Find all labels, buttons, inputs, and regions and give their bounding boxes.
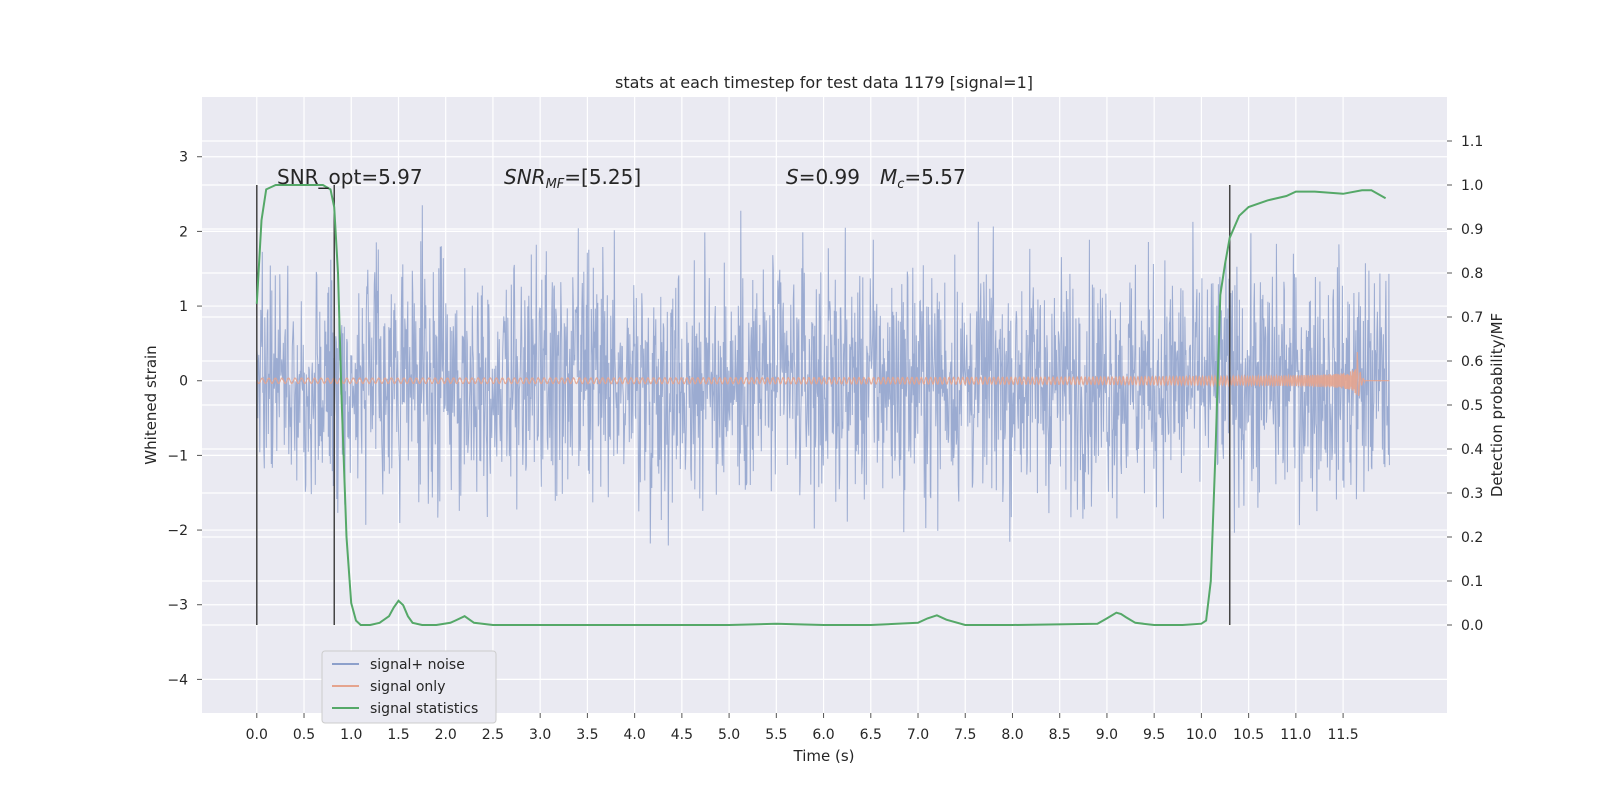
y-right-tick-label: 0.0	[1461, 618, 1483, 634]
y-right-tick-label: 0.8	[1461, 266, 1483, 282]
x-tick-label: 2.0	[435, 727, 457, 743]
signal-only-line	[256, 351, 1390, 396]
y-right-tick-label: 1.1	[1461, 134, 1483, 150]
y-tick-label: 2	[179, 224, 188, 240]
x-tick-label: 8.0	[1001, 727, 1023, 743]
x-tick-label: 5.5	[765, 727, 787, 743]
y-tick-label: −2	[167, 523, 188, 539]
x-axis-label: Time (s)	[793, 747, 855, 765]
x-tick-label: 4.5	[671, 727, 693, 743]
annotation-snr-mf-value: =[5.25]	[564, 165, 641, 189]
vertical-lines	[256, 185, 1231, 625]
annotation-mc: Mc=5.57	[880, 165, 966, 192]
x-tick-label: 8.5	[1049, 727, 1071, 743]
legend-label-signal-plus-noise: signal+ noise	[370, 657, 465, 673]
y-tick-label: 1	[179, 299, 188, 315]
x-tick-label: 9.0	[1096, 727, 1118, 743]
legend-label-signal-only: signal only	[370, 679, 445, 695]
x-tick-label: 1.5	[387, 727, 409, 743]
x-tick-label: 5.0	[718, 727, 740, 743]
annotation-s-value: =0.99	[799, 165, 860, 189]
x-tick-label: 3.5	[576, 727, 598, 743]
x-tick-label: 11.0	[1280, 727, 1311, 743]
x-tick-label: 4.0	[623, 727, 645, 743]
y-right-tick-label: 0.6	[1461, 354, 1483, 370]
series-signal-statistics	[255, 184, 1387, 626]
x-tick-labels: 0.0 0.5 1.0 1.5 2.0 2.5 3.0 3.5 4.0 4.5 5.0 5.5 6.0 6…	[246, 713, 1359, 743]
signal-statistics-line	[255, 184, 1387, 626]
y-right-tick-label: 0.3	[1461, 486, 1483, 502]
legend: signal+ noise signal only signal statist…	[321, 650, 497, 724]
annotation-s-symbol: S	[786, 165, 799, 189]
x-tick-label: 2.5	[482, 727, 504, 743]
y-right-axis-label: Detection probability/MF	[1488, 313, 1506, 497]
x-tick-label: 3.0	[529, 727, 551, 743]
annotation-mc-value: =5.57	[904, 165, 965, 189]
x-tick-label: 6.5	[860, 727, 882, 743]
legend-box	[321, 650, 497, 724]
annotation-snr-mf-subscript: MF	[546, 177, 565, 192]
x-tick-label: 11.5	[1328, 727, 1359, 743]
x-tick-label: 7.5	[954, 727, 976, 743]
annotation-snr-opt: SNR_opt=5.97	[277, 165, 423, 189]
y-right-tick-label: 0.7	[1461, 310, 1483, 326]
chart-title: stats at each timestep for test data 117…	[615, 73, 1033, 92]
y-tick-label: 0	[179, 374, 188, 390]
x-tick-label: 7.0	[907, 727, 929, 743]
y-right-tick-label: 0.5	[1461, 398, 1483, 414]
x-tick-label: 0.5	[293, 727, 315, 743]
y-right-tick-label: 0.9	[1461, 222, 1483, 238]
x-tick-label: 9.5	[1143, 727, 1165, 743]
y-tick-labels: 3 2 1 0 −1 −2 −3 −4	[167, 150, 202, 688]
x-tick-label: 10.5	[1233, 727, 1264, 743]
y-tick-label: −3	[167, 598, 188, 614]
y-axis-label: Whitened strain	[142, 345, 160, 464]
x-tick-label: 1.0	[340, 727, 362, 743]
y-tick-label: 3	[179, 150, 188, 166]
annotation-snr-mf: SNRMF=[5.25]	[504, 165, 641, 192]
annotation-snr-mf-symbol: SNR	[504, 165, 546, 189]
y-tick-label: −1	[167, 448, 188, 464]
y-tick-label: −4	[167, 672, 188, 688]
annotation-mc-symbol: M	[880, 165, 897, 189]
y-right-tick-label: 0.2	[1461, 530, 1483, 546]
legend-label-signal-statistics: signal statistics	[370, 701, 478, 717]
y-right-tick-label: 0.4	[1461, 442, 1483, 458]
series-signal-only	[256, 351, 1390, 396]
annotation-mc-subscript: c	[897, 177, 904, 192]
annotation-s: S=0.99	[786, 165, 860, 189]
x-tick-label: 6.0	[812, 727, 834, 743]
y-right-tick-label: 0.1	[1461, 574, 1483, 590]
y-right-tick-label: 1.0	[1461, 178, 1483, 194]
x-tick-label: 10.0	[1186, 727, 1217, 743]
y-right-tick-labels: 1.1 1.0 0.9 0.8 0.7 0.6 0.5 0.4 0.3 0.2 0.1 0.0	[1447, 134, 1483, 634]
x-tick-label: 0.0	[246, 727, 268, 743]
